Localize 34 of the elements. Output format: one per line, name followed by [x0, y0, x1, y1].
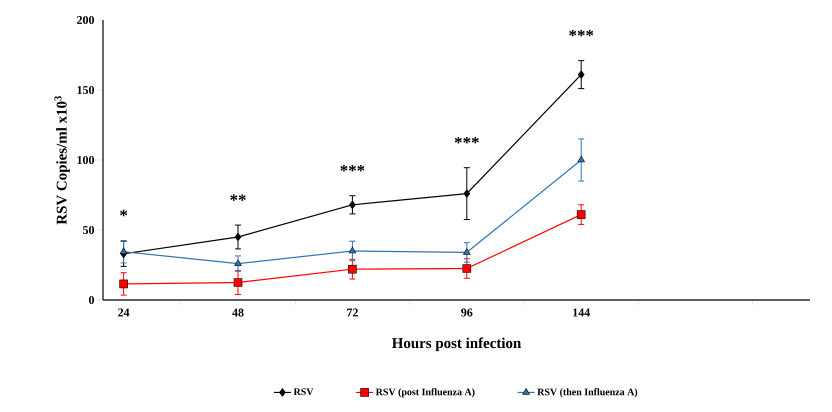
point: [464, 189, 470, 198]
x-tick-label: 48: [232, 308, 244, 317]
legend-label: RSV: [294, 388, 314, 396]
point: [348, 246, 356, 254]
point: [234, 232, 242, 242]
annotation: ***: [454, 137, 479, 144]
y-tick-label: 50: [83, 226, 94, 234]
point: [234, 259, 242, 266]
annotation: *: [120, 210, 128, 216]
legend-label: RSV (then Influenza A): [537, 388, 638, 398]
point: [577, 156, 585, 162]
point: [119, 280, 128, 288]
annotation: ***: [569, 30, 594, 36]
point: [576, 210, 586, 219]
x-tick-label: 72: [347, 308, 358, 316]
point: [462, 264, 472, 273]
point: [463, 248, 471, 255]
y-tick-label: 0: [88, 296, 94, 304]
y-tick-label: 100: [78, 156, 94, 164]
y-tick-label: 150: [78, 86, 94, 94]
x-tick-label: 96: [461, 308, 472, 317]
annotation: ***: [340, 165, 364, 172]
x-tick-label: 144: [573, 308, 590, 316]
annotation: **: [230, 194, 246, 201]
point: [120, 247, 128, 254]
x-axis-title: Hours post infection: [392, 337, 522, 352]
point: [578, 70, 585, 79]
y-axis-title: RSV Copies/ml x10$^{3}$: [54, 96, 70, 224]
point: [348, 264, 357, 274]
point: [234, 278, 242, 287]
x-tick-label: 24: [118, 308, 130, 316]
y-tick-label: 200: [77, 16, 94, 24]
legend-label: RSV (post Influenza A): [376, 388, 475, 398]
point: [349, 200, 356, 210]
